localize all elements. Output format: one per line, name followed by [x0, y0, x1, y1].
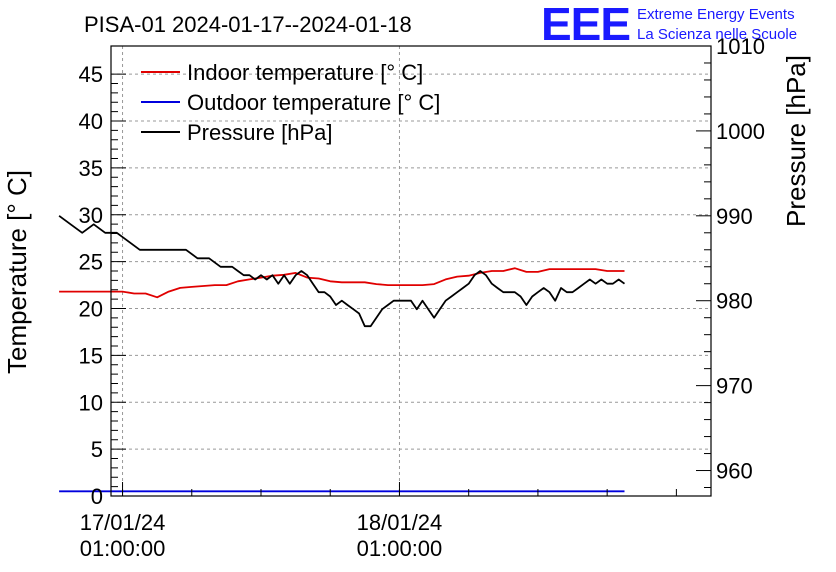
y2-tick-label: 970	[716, 374, 753, 399]
y-axis-label: Temperature [° C]	[2, 170, 32, 374]
title-group: PISA-01 2024-01-17--2024-01-18	[84, 12, 412, 37]
y-tick-label: 0	[91, 484, 103, 509]
legend-label-2: Pressure [hPa]	[187, 120, 333, 145]
y2-tick-label: 990	[716, 204, 753, 229]
y-tick-label: 10	[79, 390, 103, 415]
y2-tick-label: 1010	[716, 34, 765, 59]
y2-axis-label: Pressure [hPa]	[781, 55, 811, 227]
series-line-0	[59, 267, 625, 299]
chart-title: PISA-01 2024-01-17--2024-01-18	[84, 12, 412, 37]
y-tick-label: 15	[79, 343, 103, 368]
legend-label-0: Indoor temperature [° C]	[187, 60, 423, 85]
x-tick-label-time: 01:00:00	[80, 536, 166, 561]
y-tick-label: 35	[79, 156, 103, 181]
series-layer	[58, 215, 626, 493]
y-tick-label: 5	[91, 437, 103, 462]
logo-line2: La Scienza nelle Scuole	[637, 26, 797, 43]
x-tick-label-date: 18/01/24	[357, 510, 443, 535]
logo-line1: Extreme Energy Events	[637, 6, 795, 23]
y-tick-label: 45	[79, 62, 103, 87]
logo: EEE Extreme Energy Events La Scienza nel…	[541, 0, 797, 50]
y-tick-label: 30	[79, 203, 103, 228]
y2-tick-label: 960	[716, 459, 753, 484]
axes: 0 5 10 15 20 25 30 35 40 45 960 970 980 990 1000 1010 17…	[79, 34, 765, 561]
legend: Indoor temperature [° C] Outdoor temperat…	[141, 60, 440, 145]
y2-tick-label: 980	[716, 289, 753, 314]
logo-mark: EEE	[541, 0, 630, 50]
y-tick-label: 25	[79, 250, 103, 275]
series-line-2	[58, 215, 626, 328]
legend-label-1: Outdoor temperature [° C]	[187, 90, 440, 115]
y-tick-label: 20	[79, 297, 103, 322]
y-tick-label: 40	[79, 109, 103, 134]
x-tick-label-date: 17/01/24	[80, 510, 166, 535]
y2-tick-label: 1000	[716, 119, 765, 144]
x-tick-label-time: 01:00:00	[357, 536, 443, 561]
